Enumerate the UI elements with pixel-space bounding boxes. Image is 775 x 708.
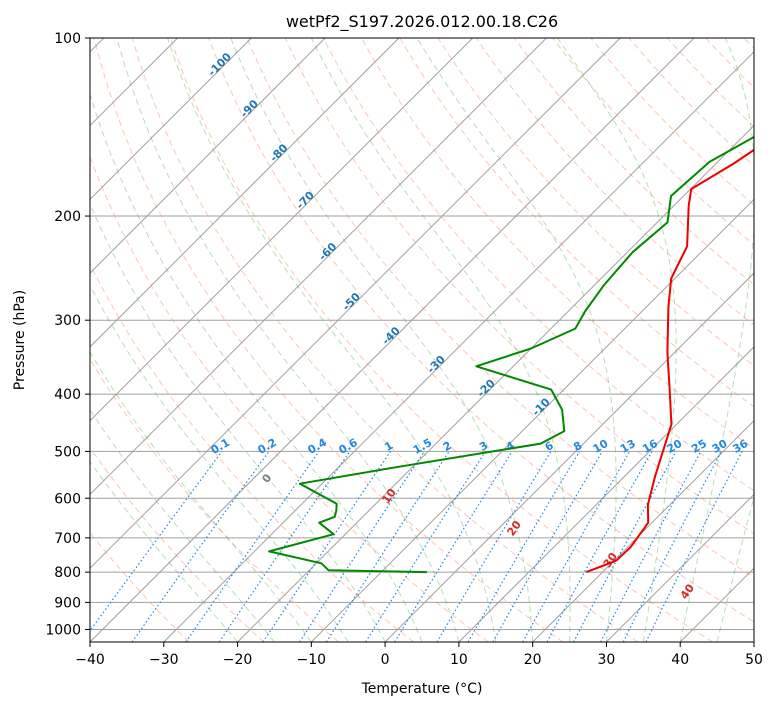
moist-adiabat-line [90,202,386,642]
x-axis-title: Temperature (°C) [361,681,483,697]
isotherm-line [458,346,754,642]
moist-adiabat-line [90,460,238,642]
moist-adiabat-line [90,92,423,642]
isotherm-line [310,198,754,642]
y-tick-label: 1000 [45,622,81,638]
moist-adiabat-line [716,495,754,642]
y-axis: 100 200 300 400 500 600 700 800 900 1000 [45,31,90,638]
moist-adiabat-line [416,38,617,642]
isotherm-line [90,38,326,274]
y-tick-label: 200 [54,209,81,225]
mixing-ratio-line [325,451,450,642]
dewpoint-profile-line [268,135,754,574]
y-tick-label: 300 [54,313,81,329]
isotherm-line [90,38,400,348]
x-axis: −40 −30 −20 −10 0 10 20 30 40 50 [75,642,763,668]
y-tick-label: 500 [54,444,81,460]
y-tick-label: 600 [54,491,81,507]
isotherm-line [237,124,754,642]
mixing-ratio-line [131,451,270,642]
y-tick-label: 400 [54,387,81,403]
isotherm-line [90,38,474,422]
isotherm-line [384,272,754,642]
mixing-ratio-line [572,451,677,642]
dry-adiabat-line [361,38,754,449]
x-tick-label: 0 [381,652,390,668]
dry-adiabat-line [628,38,754,167]
mixing-ratio-line [218,451,351,642]
x-tick-label: 40 [671,652,689,668]
dry-adiabat-line [208,38,754,623]
mixing-ratio-line [522,451,631,642]
mixing-ratio-line [436,451,552,642]
x-tick-label: 30 [598,652,616,668]
moist-adiabat-line [310,38,571,642]
x-tick-label: 10 [450,652,468,668]
dry-adiabat-line [90,262,414,642]
moist-adiabat-line [230,38,534,642]
isotherm-line [90,38,252,201]
x-tick-label: 50 [745,652,763,668]
moist-adiabat-line [90,351,312,642]
dry-adiabat-line [514,38,754,286]
isotherm-line [163,51,754,642]
y-tick-label: 900 [54,595,81,611]
isotherm-line [606,493,754,642]
x-tick-label: 20 [524,652,542,668]
dry-adiabat-line [90,446,265,642]
plot-frame [89,37,755,643]
temperature-profile-line [585,148,754,574]
y-tick-label: 800 [54,565,81,581]
series-lines [268,135,754,574]
y-axis-title: Pressure (hPa) [12,290,28,390]
mixing-ratio-line [492,451,603,642]
moist-adiabat-line [679,38,754,642]
dry-adiabat-line [437,38,754,367]
x-tick-label: −10 [297,652,327,668]
dry-adiabat-line [246,38,754,578]
dry-adiabat-line [322,38,754,492]
mixing-ratio-line [90,451,223,632]
isotherm-line [90,38,621,569]
y-tick-label: 700 [54,531,81,547]
mixing-ratio-line [467,451,581,642]
moist-adiabat-line [90,284,349,642]
isotherm-line [532,419,754,642]
dry-adiabat-line [552,38,754,246]
mixing-ratio-line [394,451,513,642]
x-tick-label: −30 [149,652,179,668]
dry-adiabat-line [131,38,639,642]
x-tick-label: −20 [223,652,253,668]
moist-adiabat-line [116,38,460,642]
dry-adiabat-line [93,38,564,642]
chart-title: wetPf2_S197.2026.012.00.18.C26 [286,12,558,32]
isotherm-line [90,38,547,496]
isotherm-line [90,38,695,642]
moist-adiabat-line [556,38,677,642]
background-lines [90,38,754,642]
moist-adiabat-line [167,38,497,642]
x-tick-label: −40 [75,652,105,668]
y-tick-label: 100 [54,31,81,47]
moist-adiabat-line [90,408,275,642]
mixing-ratio-line [546,451,653,642]
mixing-ratio-line [365,451,486,642]
